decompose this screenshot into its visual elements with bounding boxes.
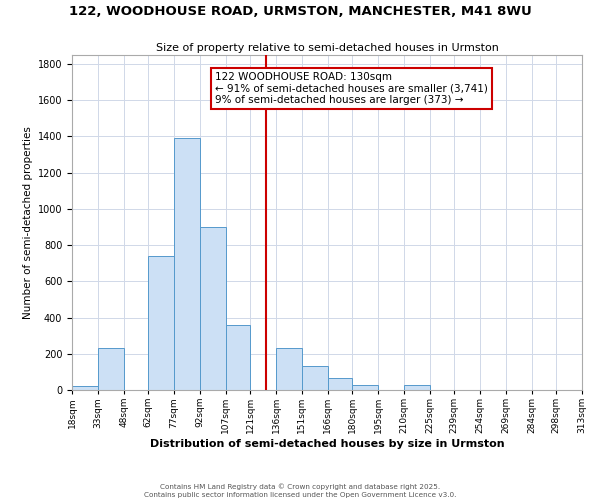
Bar xyxy=(226,325,250,390)
Bar xyxy=(72,386,98,390)
Bar xyxy=(174,138,200,390)
Y-axis label: Number of semi-detached properties: Number of semi-detached properties xyxy=(23,126,34,319)
Title: Size of property relative to semi-detached houses in Urmston: Size of property relative to semi-detach… xyxy=(155,43,499,53)
Text: 122 WOODHOUSE ROAD: 130sqm
← 91% of semi-detached houses are smaller (3,741)
9% : 122 WOODHOUSE ROAD: 130sqm ← 91% of semi… xyxy=(215,72,488,105)
Bar xyxy=(98,348,124,390)
Text: 122, WOODHOUSE ROAD, URMSTON, MANCHESTER, M41 8WU: 122, WOODHOUSE ROAD, URMSTON, MANCHESTER… xyxy=(68,5,532,18)
Bar xyxy=(276,348,302,390)
Bar xyxy=(302,366,328,390)
Bar xyxy=(352,384,378,390)
Bar xyxy=(148,256,174,390)
Bar xyxy=(404,384,430,390)
Bar xyxy=(328,378,352,390)
X-axis label: Distribution of semi-detached houses by size in Urmston: Distribution of semi-detached houses by … xyxy=(149,439,505,449)
Text: Contains HM Land Registry data © Crown copyright and database right 2025.
Contai: Contains HM Land Registry data © Crown c… xyxy=(144,484,456,498)
Bar xyxy=(200,227,226,390)
